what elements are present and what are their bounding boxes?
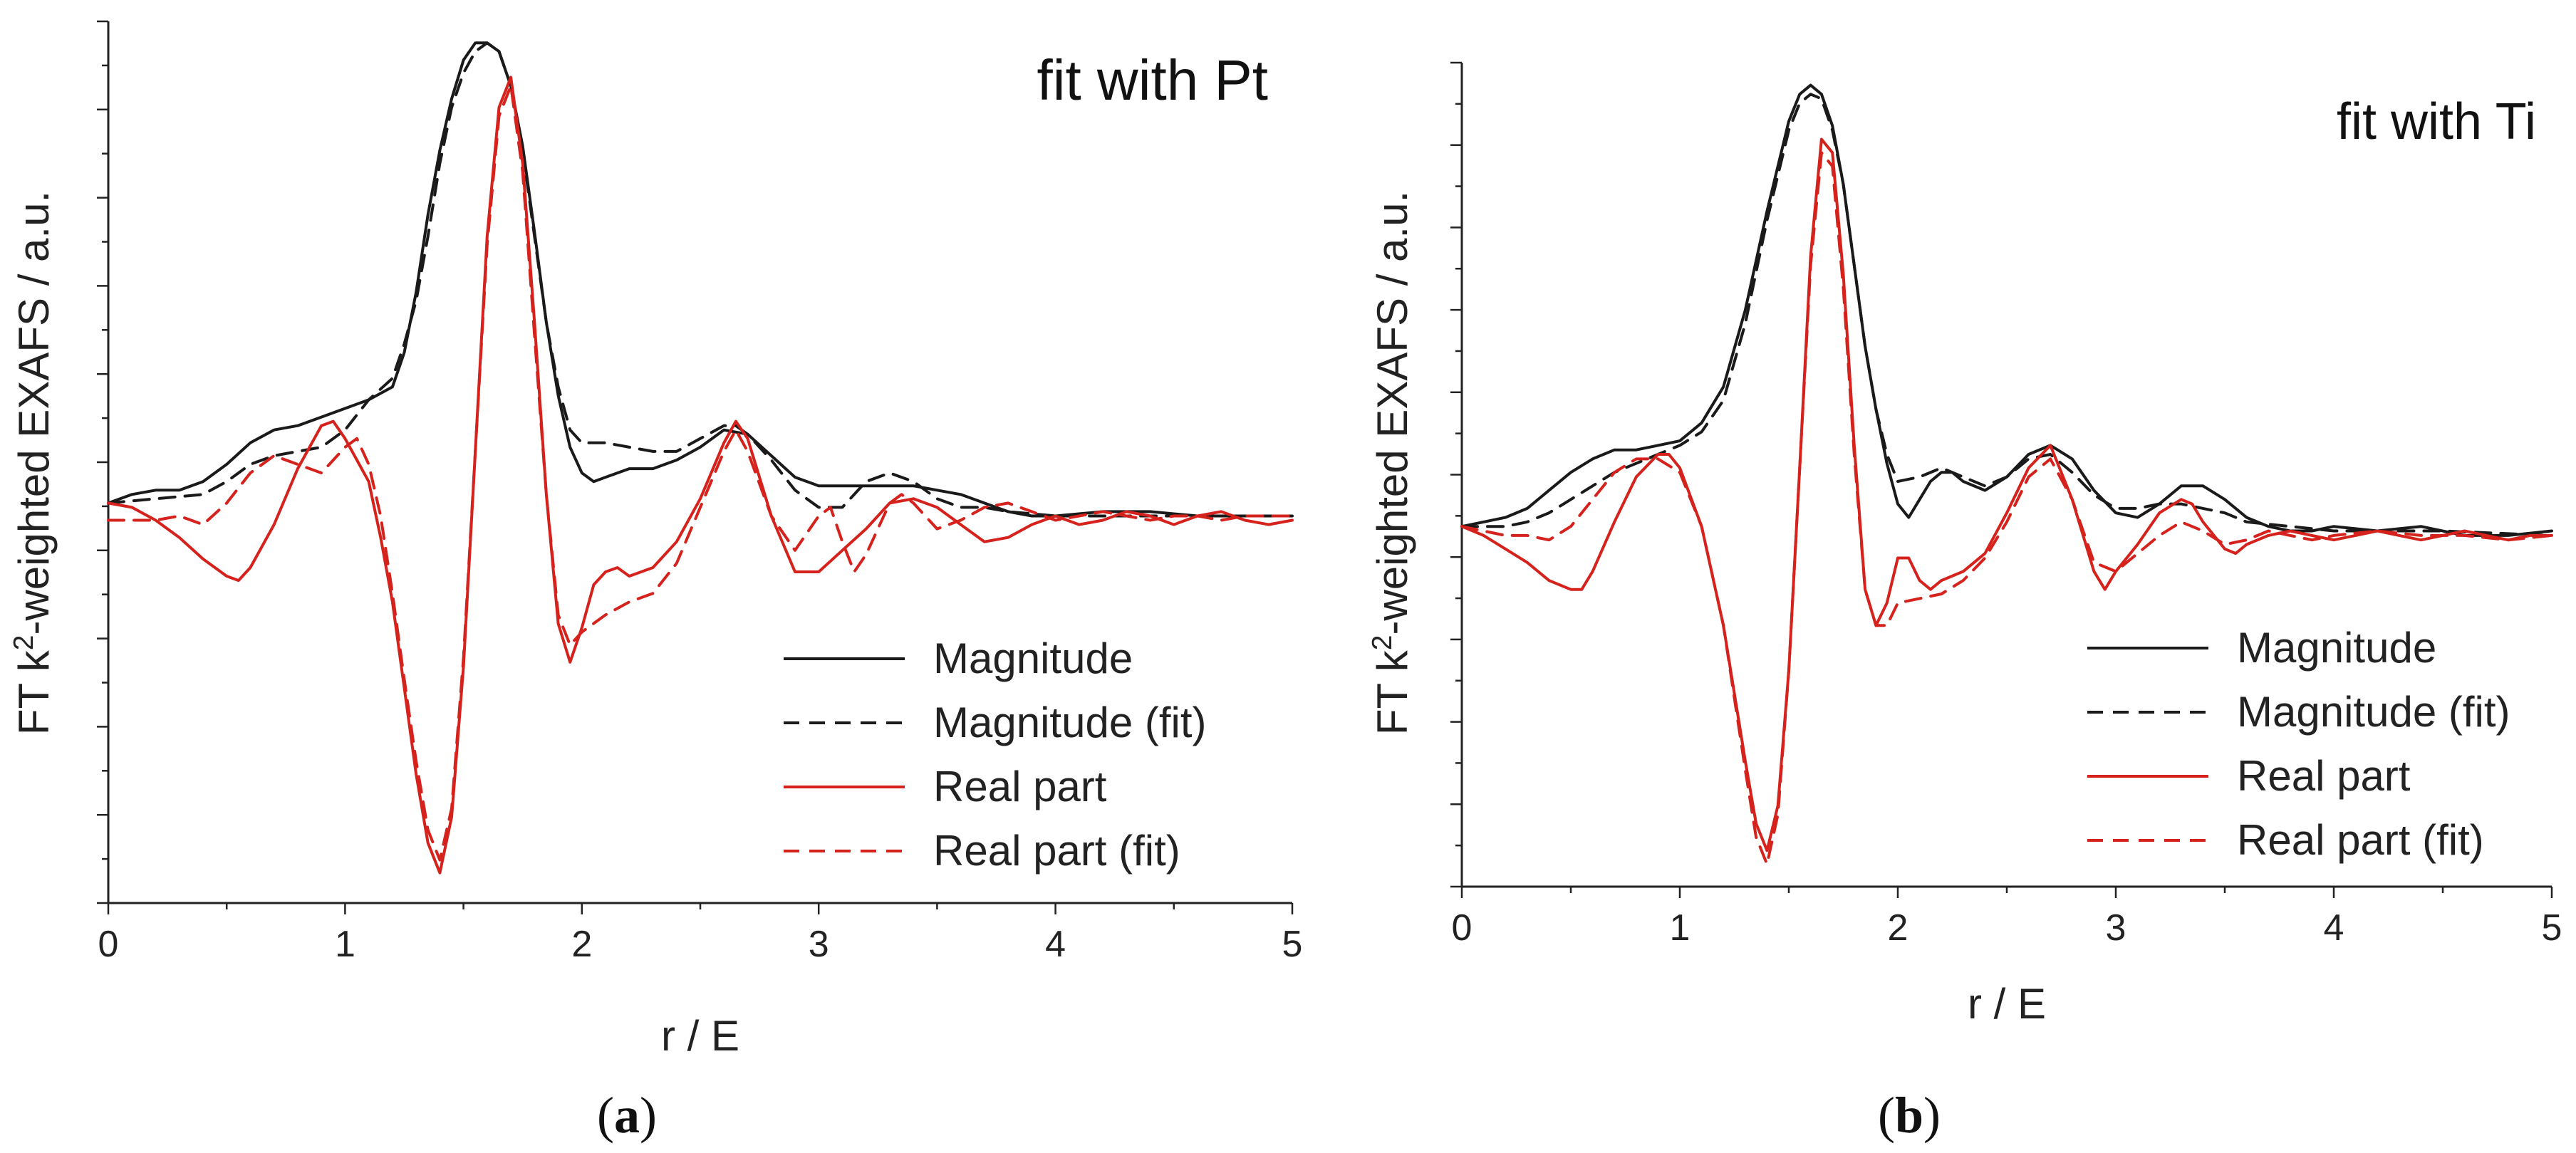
legend-label: Real part (fit) [2237, 816, 2484, 864]
legend-label: Magnitude [2237, 624, 2436, 672]
x-tick-label: 2 [1888, 907, 1908, 949]
x-tick-label: 5 [2542, 907, 2562, 949]
legend-label: Magnitude (fit) [2237, 688, 2510, 736]
panel-title: fit with Pt [1037, 48, 1268, 112]
caption-close-paren: ) [640, 1087, 657, 1144]
x-tick-label: 0 [1452, 907, 1473, 949]
y-axis-title-superscript: 2 [9, 635, 39, 651]
legend-label: Real part (fit) [933, 827, 1180, 875]
series-line-real-part-fit [107, 84, 1294, 862]
y-axis-title-prefix: FT k [1368, 649, 1416, 735]
series-line-real-part-fit [1460, 151, 2553, 866]
series-line-real-part [107, 75, 1294, 875]
legend-label: Real part [2237, 752, 2411, 800]
x-tick-label: 4 [1045, 924, 1066, 965]
series-line-magnitude-fit [1460, 93, 2553, 537]
y-axis-title: FT k2-weighted EXAFS / a.u. [1367, 191, 1416, 735]
caption-letter: a [614, 1087, 640, 1144]
x-axis-title: r / E [1968, 980, 2046, 1028]
y-axis-title-superscript: 2 [1367, 635, 1398, 651]
series-line-magnitude [1460, 83, 2553, 537]
y-axis-title: FT k2-weighted EXAFS / a.u. [9, 191, 58, 735]
legend-label: Magnitude (fit) [933, 699, 1207, 746]
y-axis-title-suffix: -weighted EXAFS / a.u. [1368, 191, 1416, 635]
panel-b: 0 1 2 3 4 5 Magnitude Magnitude (fit) Real part R… [1367, 61, 2562, 1144]
x-tick-label: 3 [2106, 907, 2126, 949]
x-tick-label: 2 [571, 924, 592, 965]
caption-open-paren: ( [1878, 1087, 1895, 1144]
y-axis-title-prefix: FT k [10, 649, 58, 735]
x-tick-label: 0 [98, 924, 119, 965]
caption-close-paren: ) [1923, 1087, 1941, 1144]
series-line-real-part [1460, 137, 2553, 852]
caption-letter: b [1895, 1087, 1923, 1144]
series-line-magnitude-fit [107, 41, 1294, 518]
x-axis-title: r / E [661, 1012, 739, 1060]
x-tick-label: 1 [335, 924, 355, 965]
caption-open-paren: ( [597, 1087, 614, 1144]
series-line-magnitude [107, 41, 1294, 518]
x-tick-label: 5 [1282, 924, 1303, 965]
panel-caption: (b) [1878, 1087, 1941, 1144]
x-tick-label: 1 [1670, 907, 1690, 949]
y-axis-title-suffix: -weighted EXAFS / a.u. [10, 191, 58, 635]
panel-a: 0 1 2 3 4 5 Magnitude Magnitude (fit) Real part R… [9, 20, 1303, 1144]
legend-label: Real part [933, 763, 1107, 810]
x-tick-label: 3 [809, 924, 829, 965]
panel-title: fit with Ti [2337, 93, 2536, 150]
panel-caption: (a) [597, 1087, 657, 1144]
legend-label: Magnitude [933, 635, 1133, 682]
x-tick-label: 4 [2324, 907, 2344, 949]
